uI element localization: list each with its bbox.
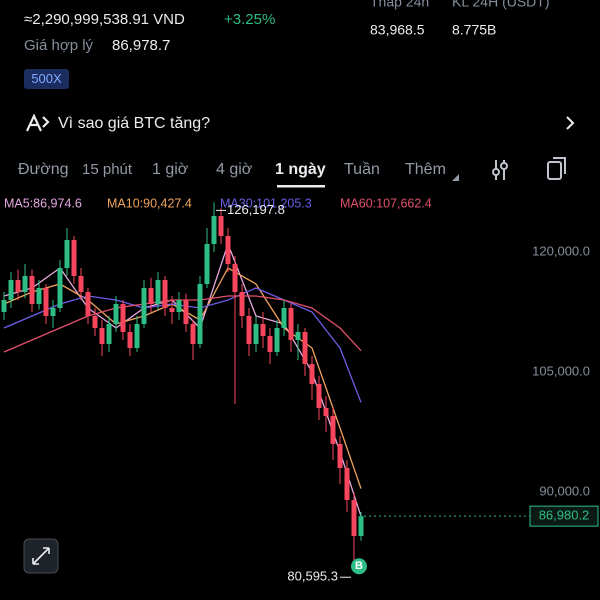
- tab[interactable]: Tuần: [344, 161, 380, 178]
- candle-body: [22, 276, 28, 292]
- volume-24h: 8.775B: [452, 22, 496, 38]
- last-price-label: 86,980.2: [539, 508, 590, 523]
- candle-body: [232, 264, 238, 292]
- volume-24h-label: KL 24H (USDT): [452, 0, 550, 10]
- candle-body: [218, 216, 224, 236]
- candle-body: [260, 324, 266, 336]
- candle-body: [92, 316, 98, 328]
- chart: 90,000.0 105,000.0 120,000.0 MA5:86,974.6 MA…: [1, 196, 599, 584]
- candle-body: [141, 288, 147, 324]
- candle-body: [64, 240, 70, 268]
- candle-body: [50, 308, 56, 316]
- candle-body: [288, 308, 294, 340]
- candle-body: [71, 240, 77, 276]
- candle-body: [162, 280, 168, 308]
- tab[interactable]: Thêm: [405, 161, 446, 178]
- banner-text[interactable]: Vì sao giá BTC tăng?: [58, 115, 210, 132]
- candle-body: [29, 276, 35, 304]
- candle-body: [246, 316, 252, 344]
- candle-body: [148, 288, 154, 304]
- indicator-icon-knob: [500, 162, 508, 170]
- candle-body: [337, 444, 343, 468]
- y-tick-label: 120,000.0: [532, 243, 590, 258]
- ma-legend: MA5:86,974.6: [4, 196, 82, 210]
- more-arrow: [452, 174, 459, 181]
- candle-body: [211, 216, 217, 244]
- candle-body: [225, 236, 231, 264]
- candle-body: [358, 516, 364, 536]
- candle-body: [302, 332, 308, 364]
- y-tick-label: 105,000.0: [532, 363, 590, 378]
- leverage[interactable]: 500X: [31, 71, 62, 86]
- candle-body: [323, 408, 329, 416]
- candle-body: [274, 328, 280, 352]
- candle-body: [169, 308, 175, 312]
- candle-body: [253, 324, 259, 344]
- tab[interactable]: 1 ngày: [275, 161, 326, 178]
- tab[interactable]: 1 giờ: [152, 161, 189, 178]
- tabs: Đường 15 phút 1 giờ 4 giờ 1 ngày Tuần Thêm: [18, 161, 459, 188]
- indicator-icon-knob: [492, 168, 500, 176]
- fair-price: 86,978.7: [112, 37, 170, 54]
- change: +3.25%: [224, 11, 275, 28]
- buy-marker[interactable]: [351, 558, 367, 575]
- high-label: 126,197.8: [227, 202, 285, 217]
- low-label: 80,595.3: [287, 569, 338, 584]
- candle-body: [8, 280, 14, 300]
- candle-body: [1, 300, 7, 312]
- candle-body: [113, 304, 119, 324]
- ma-legend: MA10:90,427.4: [107, 196, 192, 210]
- candle-body: [239, 292, 245, 316]
- candle-body: [309, 364, 315, 384]
- candle-body: [57, 268, 63, 308]
- candle-body: [190, 324, 196, 344]
- candle-body: [330, 416, 336, 444]
- candle-body: [351, 500, 357, 536]
- tab[interactable]: 15 phút: [82, 161, 133, 178]
- candle-body: [15, 280, 21, 292]
- copy-icon-back: [553, 157, 566, 174]
- candle-body: [127, 332, 133, 348]
- approx-value: ≈2,290,999,538.91 VND: [24, 11, 185, 28]
- candle-body: [78, 276, 84, 292]
- buy-marker-text: B: [355, 560, 363, 572]
- last-price-box: [529, 505, 599, 527]
- leverage-badge[interactable]: [24, 69, 69, 89]
- candle-body: [43, 288, 49, 316]
- candle-body: [176, 300, 182, 312]
- candle-body: [155, 280, 161, 304]
- candle-body: [134, 324, 140, 348]
- candle-body: [120, 304, 126, 332]
- ma-legend: MA60:107,662.4: [340, 196, 432, 210]
- low-24h-label: Thấp 24h: [370, 0, 429, 10]
- candle-body: [295, 332, 301, 340]
- ai-icon: [26, 113, 50, 132]
- candle-body: [267, 336, 273, 352]
- candle-body: [316, 384, 322, 408]
- candle-body: [344, 468, 350, 500]
- candle-body: [204, 244, 210, 284]
- candle-body: [281, 308, 287, 328]
- copy-icon[interactable]: [547, 161, 562, 180]
- y-tick-label: 90,000.0: [539, 483, 590, 498]
- candle-body: [183, 300, 189, 324]
- candle-body: [106, 324, 112, 344]
- candle-body: [99, 328, 105, 344]
- expand-icon: [32, 547, 50, 565]
- ma-legend: MA30:101,205.3: [220, 196, 312, 210]
- fair-price-label: Giá hợp lý: [24, 37, 94, 54]
- tab[interactable]: Đường: [18, 161, 69, 178]
- chevron[interactable]: [566, 116, 575, 130]
- candle-body: [197, 284, 203, 344]
- tab-underline: [277, 185, 325, 188]
- candle-body: [36, 288, 42, 304]
- tab[interactable]: 4 giờ: [216, 161, 253, 178]
- low-24h: 83,968.5: [370, 22, 425, 38]
- candle-body: [85, 292, 91, 316]
